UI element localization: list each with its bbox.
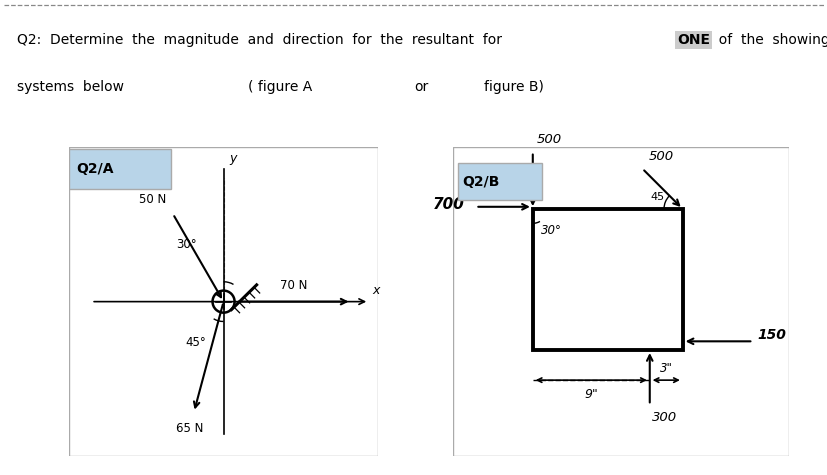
Text: 30°: 30° (175, 238, 196, 251)
FancyBboxPatch shape (69, 150, 170, 189)
Text: systems  below: systems below (17, 80, 123, 94)
Text: 45°: 45° (185, 336, 207, 349)
Text: 300: 300 (652, 411, 676, 424)
Text: 70 N: 70 N (280, 279, 308, 292)
Text: 150: 150 (757, 328, 786, 342)
Text: or: or (414, 80, 428, 94)
Text: 65 N: 65 N (175, 422, 203, 435)
Text: x: x (372, 284, 380, 297)
FancyBboxPatch shape (457, 162, 541, 200)
Text: 500: 500 (648, 150, 673, 163)
Text: 30°: 30° (540, 225, 561, 238)
Text: 50 N: 50 N (139, 193, 166, 206)
Text: Q2:  Determine  the  magnitude  and  direction  for  the  resultant  for: Q2: Determine the magnitude and directio… (17, 33, 509, 47)
Text: ( figure A: ( figure A (248, 80, 313, 94)
Text: ONE: ONE (676, 33, 710, 47)
Text: 3": 3" (659, 362, 672, 375)
Text: 700: 700 (432, 197, 464, 212)
Text: 45: 45 (649, 191, 663, 202)
Bar (532, 209, 682, 350)
Text: 500: 500 (536, 133, 561, 146)
Text: y: y (228, 152, 236, 165)
Text: 9": 9" (584, 388, 597, 401)
Text: Q2/A: Q2/A (76, 162, 113, 176)
Text: figure B): figure B) (484, 80, 543, 94)
Text: Q2/B: Q2/B (461, 175, 499, 189)
Text: of  the  showing: of the showing (710, 33, 827, 47)
